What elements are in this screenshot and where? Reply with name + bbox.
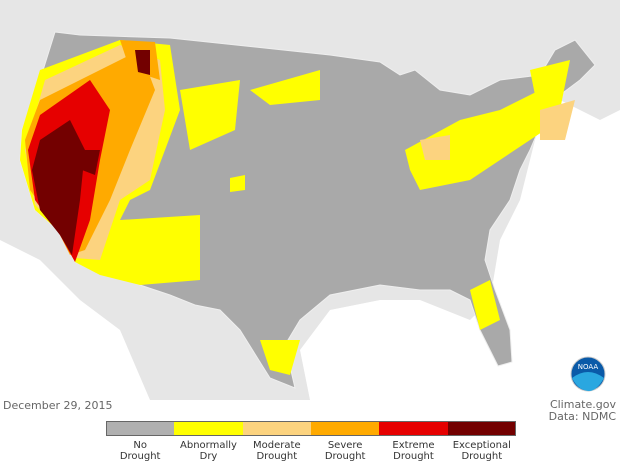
legend-label: Dry <box>199 451 218 462</box>
legend-label: Drought <box>256 451 298 462</box>
legend-label: Drought <box>324 451 366 462</box>
legend-swatch <box>379 421 448 436</box>
drought-map: NOAA <box>0 0 620 400</box>
noaa-logo: NOAA <box>570 356 606 392</box>
map-date: December 29, 2015 <box>3 399 113 412</box>
credit-source: Climate.gov <box>549 398 616 411</box>
legend-swatch <box>310 421 380 436</box>
legend-label: Severe <box>327 440 363 451</box>
legend-label: Drought <box>119 451 161 462</box>
legend-swatch <box>447 421 516 436</box>
legend-label: Abnormally <box>180 440 237 451</box>
legend: No Drought Abnormally Dry Moderate Drought … <box>106 421 516 462</box>
legend-item-extreme-drought: Extreme Drought <box>379 421 448 462</box>
legend-label: Moderate <box>253 440 301 451</box>
legend-label: Drought <box>393 451 434 462</box>
legend-item-abnormally-dry: Abnormally Dry <box>174 421 243 462</box>
legend-item-moderate-drought: Moderate Drought <box>242 421 311 462</box>
credit: Climate.gov Data: NDMC <box>549 399 616 423</box>
legend-label: Exceptional <box>452 440 511 451</box>
legend-label: Drought <box>461 451 503 462</box>
svg-text:NOAA: NOAA <box>578 363 599 371</box>
legend-swatch <box>174 421 243 436</box>
legend-label: No <box>133 440 147 451</box>
drought-areas <box>20 40 575 375</box>
credit-data: Data: NDMC <box>548 410 616 423</box>
legend-item-exceptional-drought: Exceptional Drought <box>447 421 516 462</box>
legend-swatch <box>242 421 311 436</box>
legend-swatch <box>106 421 175 436</box>
legend-label: Extreme <box>392 440 435 451</box>
legend-item-no-drought: No Drought <box>106 421 175 462</box>
legend-item-severe-drought: Severe Drought <box>310 421 380 462</box>
